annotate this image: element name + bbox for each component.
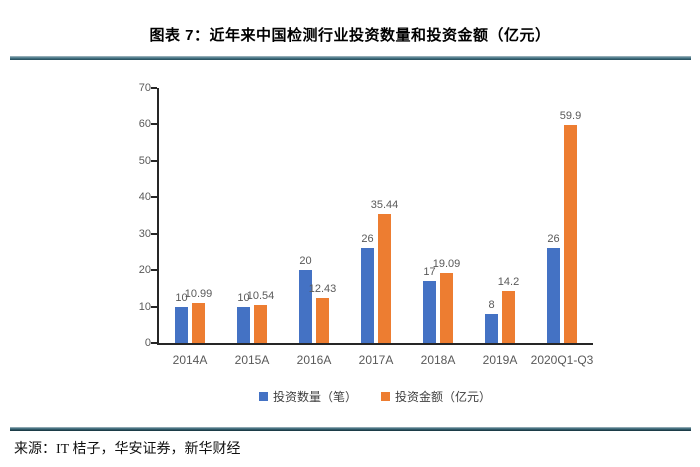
- bar-value-label: 14.2: [497, 276, 520, 289]
- bar-投资数量（笔）: 17: [423, 266, 436, 343]
- bar-value-label: 20: [299, 255, 312, 268]
- y-axis-tick-label: 70: [138, 82, 151, 94]
- y-axis-tick-mark: [151, 123, 157, 126]
- y-axis-tick-label: 50: [138, 154, 151, 167]
- bar-group: 10 10.99 2014A: [173, 288, 213, 367]
- bar-value-label: 8: [488, 298, 495, 311]
- legend-label: 投资金额（亿元）: [395, 390, 492, 404]
- bar-value-label: 10: [237, 291, 250, 304]
- bar-value-label: 10.99: [184, 287, 213, 300]
- y-axis-tick-mark: [151, 196, 157, 199]
- y-axis-tick-mark: [151, 305, 157, 308]
- y-axis-tick-label: 10: [138, 300, 151, 313]
- bar-投资数量（笔）: 10: [237, 292, 250, 343]
- y-axis-tick-label: 20: [138, 264, 151, 277]
- y-axis-tick-label: 30: [138, 227, 151, 240]
- y-axis-tick-label: 60: [138, 118, 151, 131]
- legend-swatch: [381, 392, 390, 401]
- bar-value-label: 26: [361, 233, 374, 246]
- bar-value-label: 10: [175, 291, 188, 304]
- title-divider-line: [10, 56, 691, 60]
- y-axis-tick-mark: [151, 232, 157, 235]
- bar-group: 8 14.2 2019A: [483, 276, 520, 367]
- legend-swatch: [258, 392, 268, 401]
- figure-title: 图表 7：近年来中国检测行业投资数量和投资金额（亿元）: [149, 27, 551, 44]
- bar-投资金额（亿元）: 14.2: [498, 276, 519, 343]
- y-axis-tick-label: 40: [138, 191, 151, 204]
- bar-group: 10 10.54 2015A: [235, 290, 275, 367]
- y-axis-tick-label: 0: [144, 337, 151, 349]
- bar-value-label: 10.54: [246, 289, 275, 302]
- x-axis-category-label: 2020Q1-Q3: [530, 353, 594, 367]
- bar-group: 17 19.09 2018A: [421, 258, 461, 367]
- bar-chart-plot-area: 0 10 20 30 40 50 60 70 10 10.99 2014A 10 10.54 2015A 2…: [139, 82, 594, 367]
- legend-item: 投资金额（亿元）: [381, 388, 491, 405]
- bar-投资金额（亿元）: 19.09: [433, 258, 460, 343]
- bar-投资数量（笔）: 8: [485, 299, 498, 343]
- bar-投资数量（笔）: 10: [175, 292, 188, 343]
- bar-value-label: 35.44: [370, 198, 399, 211]
- y-axis-tick-mark: [151, 269, 157, 272]
- x-axis-category-label: 2016A: [296, 353, 332, 367]
- chart-legend: 投资数量（笔） 投资金额（亿元）: [157, 388, 593, 405]
- bar-value-label: 19.09: [432, 258, 461, 271]
- bar-value-label: 59.9: [559, 109, 582, 122]
- bar-投资数量（笔）: 26: [361, 233, 374, 343]
- x-axis-category-label: 2014A: [172, 353, 208, 367]
- source-divider-line: [10, 427, 691, 431]
- bar-group: 26 59.9 2020Q1-Q3: [531, 110, 594, 367]
- y-axis-tick-mark: [151, 159, 157, 162]
- bar-投资数量（笔）: 26: [547, 233, 560, 343]
- bar-value-label: 12.43: [308, 282, 337, 295]
- bar-group: 26 35.44 2017A: [359, 199, 399, 367]
- y-axis-tick-mark: [151, 342, 157, 344]
- bar-投资金额（亿元）: 59.9: [560, 110, 581, 343]
- x-axis-category-label: 2018A: [420, 353, 456, 367]
- bar-投资金额（亿元）: 12.43: [309, 283, 336, 343]
- source-note: 来源：IT 桔子，华安证券，新华财经: [14, 442, 241, 457]
- bar-投资金额（亿元）: 10.54: [247, 290, 274, 343]
- legend-label: 投资数量（笔）: [272, 390, 357, 404]
- x-axis-category-label: 2017A: [358, 353, 394, 367]
- bar-value-label: 17: [423, 266, 436, 279]
- x-axis-category-label: 2019A: [482, 353, 518, 367]
- bar-投资金额（亿元）: 35.44: [371, 199, 398, 343]
- legend-item: 投资数量（笔）: [258, 388, 357, 405]
- bar-投资金额（亿元）: 10.99: [185, 288, 212, 343]
- bar-group: 20 12.43 2016A: [297, 255, 337, 367]
- bar-投资数量（笔）: 20: [299, 255, 312, 343]
- bar-value-label: 26: [547, 233, 560, 246]
- y-axis-tick-mark: [151, 87, 157, 89]
- x-axis-category-label: 2015A: [234, 353, 270, 367]
